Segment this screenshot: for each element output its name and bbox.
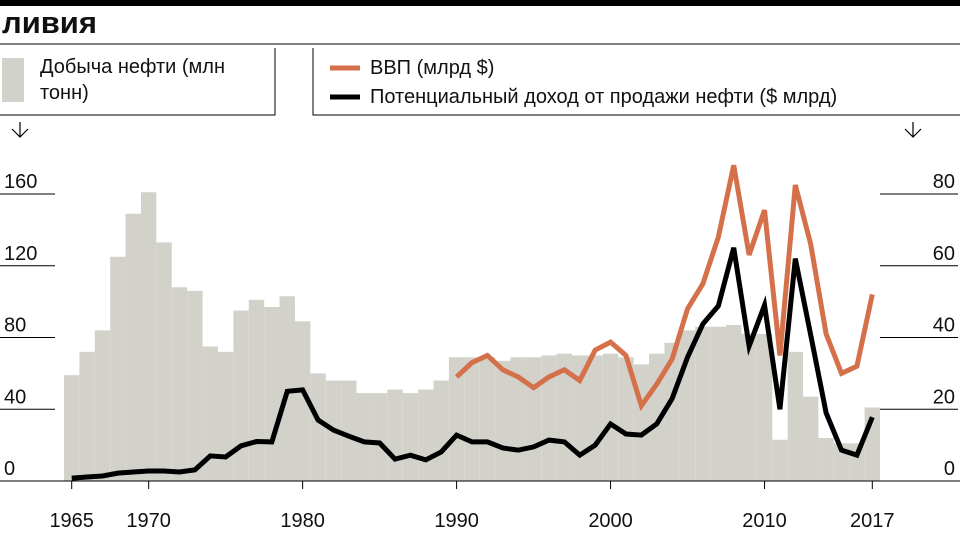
bar	[371, 393, 388, 481]
bar	[356, 393, 372, 481]
bar	[387, 389, 403, 481]
bar	[217, 351, 234, 481]
legend-frame	[0, 48, 960, 116]
bar	[402, 393, 419, 481]
bar	[233, 310, 249, 481]
bar	[541, 355, 557, 481]
y-tick-label: 40	[4, 386, 26, 408]
bar	[341, 380, 357, 481]
bar	[803, 396, 819, 481]
x-tick-label: 2000	[588, 510, 633, 532]
chart-title: ливия	[2, 5, 97, 40]
top-rule	[0, 0, 960, 6]
bar	[741, 333, 757, 481]
y-tick-label: 80	[4, 315, 26, 337]
bar	[264, 307, 280, 481]
y-tick-label: 160	[4, 171, 37, 193]
y2-tick-label: 20	[933, 386, 955, 408]
bar	[79, 351, 95, 481]
y2-tick-label: 40	[933, 315, 955, 337]
line	[71, 247, 875, 481]
bar	[156, 242, 172, 481]
bar	[310, 373, 326, 481]
bar	[587, 355, 603, 481]
bar	[94, 330, 111, 481]
bar	[294, 321, 311, 481]
bar	[187, 290, 203, 481]
y-tick-label: 0	[4, 458, 15, 480]
legend-label: Потенциальный доход от продажи нефти ($ …	[370, 86, 838, 108]
x-tick-label: 1965	[49, 510, 94, 532]
bar	[448, 357, 465, 481]
legend-label: ВВП (млрд $)	[370, 57, 495, 79]
x-tick-label: 1990	[434, 510, 479, 532]
bar	[710, 326, 727, 481]
bar	[756, 333, 773, 481]
bar	[495, 360, 511, 481]
bar	[171, 287, 188, 481]
bar	[125, 213, 141, 481]
legend-label: Добыча нефти (млн тонн)	[40, 56, 226, 104]
bar	[279, 296, 295, 481]
plot: 0 40 80 120 160 0 20 40 60 80 1965 1970 1980 1990 2000…	[0, 164, 960, 532]
x-tick-label: 1970	[126, 510, 171, 532]
bar	[464, 357, 480, 481]
bar	[525, 357, 542, 481]
bar	[110, 256, 126, 481]
bar	[202, 346, 218, 481]
x-tick-label: 2010	[742, 510, 787, 532]
bar	[433, 380, 449, 481]
y2-tick-label: 80	[933, 171, 955, 193]
axis-arrow	[904, 122, 922, 138]
axis-arrow	[11, 122, 29, 138]
x-tick-label: 2017	[850, 510, 895, 532]
bar	[664, 342, 680, 481]
bar	[602, 353, 619, 481]
x-tick-label: 1980	[280, 510, 325, 532]
y2-tick-label: 60	[933, 243, 955, 265]
bar	[248, 299, 265, 481]
y-tick-label: 120	[4, 243, 37, 265]
bar	[787, 351, 804, 481]
bar	[818, 437, 834, 481]
bar	[618, 357, 634, 481]
bar	[695, 326, 711, 481]
y2-tick-label: 0	[944, 458, 955, 480]
legend-swatch	[2, 58, 24, 102]
bar	[418, 389, 434, 481]
bar	[772, 439, 788, 481]
bar	[479, 357, 496, 481]
bar	[726, 324, 742, 481]
bar	[140, 192, 157, 482]
bar	[556, 353, 573, 481]
line	[454, 164, 875, 412]
bar	[64, 375, 80, 481]
